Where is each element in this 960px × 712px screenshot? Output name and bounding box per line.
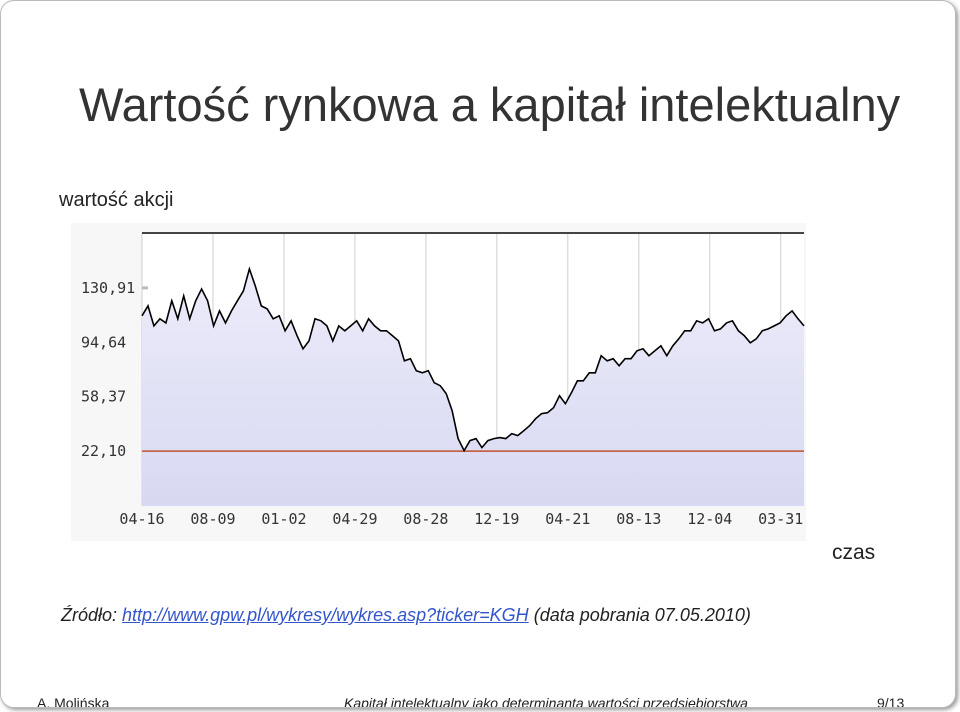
x-tick-label: 12-19 xyxy=(474,510,519,528)
x-tick-label: 12-04 xyxy=(687,510,732,528)
x-tick-label: 08-09 xyxy=(190,510,235,528)
source-link[interactable]: http://www.gpw.pl/wykresy/wykres.asp?tic… xyxy=(122,605,529,625)
source-prefix: Źródło: xyxy=(61,605,118,625)
x-tick-label: 08-13 xyxy=(616,510,661,528)
x-tick-label: 03-31 xyxy=(758,510,803,528)
x-tick-label: 04-21 xyxy=(545,510,590,528)
area xyxy=(142,268,804,506)
y-tick-label: 130,91 xyxy=(81,279,135,297)
footer-page: 9/13 xyxy=(877,695,905,708)
source: Źródło: http://www.gpw.pl/wykresy/wykres… xyxy=(61,605,751,626)
footer-title: Kapitał intelektualny jako determinanta … xyxy=(344,695,748,708)
slide-title: Wartość rynkowa a kapitał intelektualny xyxy=(79,78,901,131)
x-axis-label: czas xyxy=(832,541,876,564)
footer-author: A. Molińska xyxy=(37,695,110,708)
x-tick-label: 01-02 xyxy=(261,510,306,528)
y-tick-label: 58,37 xyxy=(81,388,126,406)
y-tick-label: 94,64 xyxy=(81,333,126,351)
line xyxy=(141,266,805,453)
x-tick-label: 04-16 xyxy=(119,510,164,528)
y-axis-label: wartość akcji xyxy=(59,189,174,211)
x-tick-label: 08-28 xyxy=(403,510,448,528)
y-tick-label: 22,10 xyxy=(81,442,126,460)
source-suffix: (data pobrania 07.05.2010) xyxy=(533,605,751,625)
x-tick-label: 04-29 xyxy=(332,510,377,528)
